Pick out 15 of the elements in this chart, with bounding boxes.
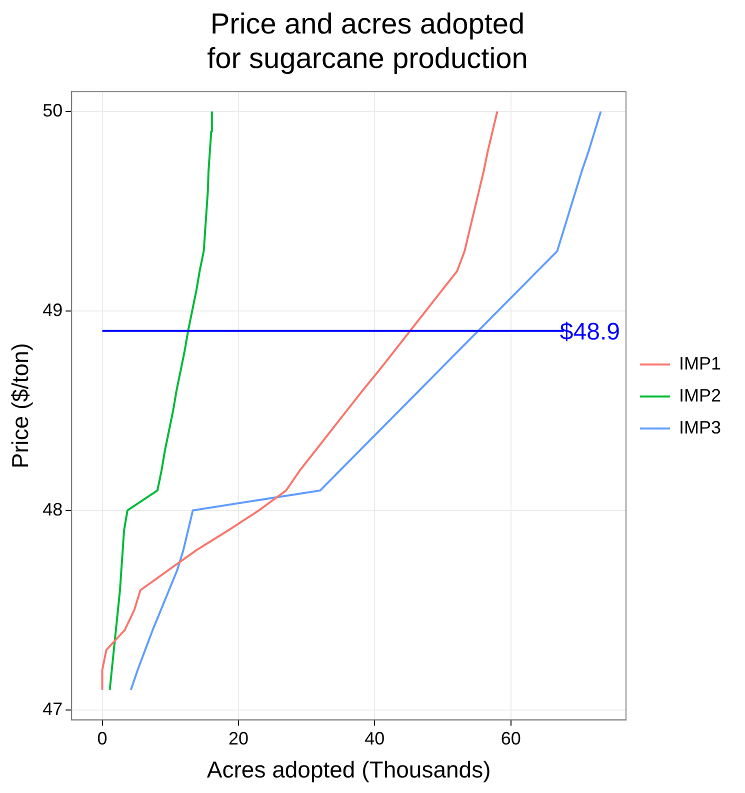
y-tick-label: 50 <box>42 100 63 121</box>
y-tick-label: 48 <box>42 499 63 520</box>
x-tick-label: 0 <box>97 728 108 749</box>
legend-label: IMP3 <box>678 417 722 438</box>
ref-line-label: $48.9 <box>560 318 620 346</box>
x-tick-label: 20 <box>228 728 248 749</box>
chart-title: Price and acres adopted for sugarcane production <box>207 8 528 76</box>
y-tick-label: 47 <box>42 698 63 719</box>
legend-label: IMP1 <box>678 353 722 374</box>
legend-label: IMP2 <box>678 385 722 406</box>
x-tick-label: 60 <box>500 728 521 749</box>
y-tick-label: 49 <box>42 300 63 320</box>
x-tick-label: 40 <box>364 728 385 749</box>
y-axis-title: Price ($/ton) <box>7 343 34 468</box>
x-axis-title: Acres adopted (Thousands) <box>206 756 491 783</box>
